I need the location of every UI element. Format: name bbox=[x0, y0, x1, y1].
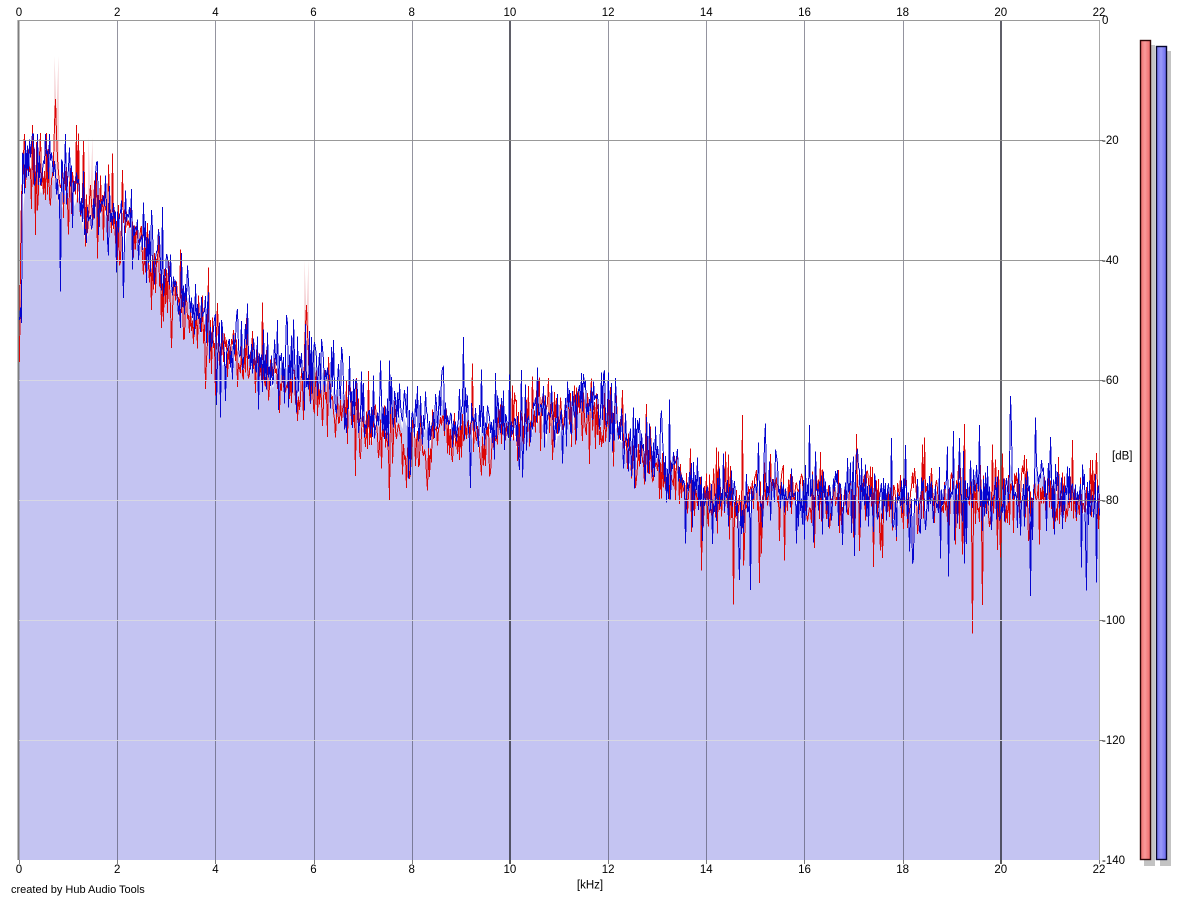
svg-text:4: 4 bbox=[212, 7, 219, 19]
svg-text:8: 8 bbox=[408, 864, 414, 876]
svg-text:-120: -120 bbox=[1102, 735, 1125, 747]
svg-text:-100: -100 bbox=[1102, 615, 1125, 627]
svg-text:18: 18 bbox=[896, 864, 909, 876]
svg-text:12: 12 bbox=[602, 7, 615, 19]
svg-text:2: 2 bbox=[114, 864, 120, 876]
svg-text:[kHz]: [kHz] bbox=[577, 880, 603, 892]
svg-text:12: 12 bbox=[602, 864, 615, 876]
svg-text:0: 0 bbox=[16, 7, 22, 19]
svg-text:10: 10 bbox=[504, 864, 517, 876]
svg-text:4: 4 bbox=[212, 864, 219, 876]
svg-text:10: 10 bbox=[504, 7, 517, 19]
svg-text:[dB]: [dB] bbox=[1112, 451, 1132, 463]
svg-text:2: 2 bbox=[114, 7, 120, 19]
svg-text:18: 18 bbox=[896, 7, 909, 19]
svg-text:8: 8 bbox=[408, 7, 414, 19]
svg-text:created by Hub Audio Tools: created by Hub Audio Tools bbox=[11, 884, 145, 896]
svg-text:0: 0 bbox=[1102, 15, 1108, 27]
svg-text:22: 22 bbox=[1093, 7, 1106, 19]
svg-text:-140: -140 bbox=[1102, 855, 1125, 867]
svg-text:6: 6 bbox=[310, 7, 316, 19]
svg-text:22: 22 bbox=[1093, 864, 1106, 876]
svg-text:14: 14 bbox=[700, 7, 713, 19]
svg-text:20: 20 bbox=[994, 864, 1007, 876]
svg-text:14: 14 bbox=[700, 864, 713, 876]
svg-text:20: 20 bbox=[994, 7, 1007, 19]
svg-text:0: 0 bbox=[16, 864, 22, 876]
svg-text:16: 16 bbox=[798, 864, 811, 876]
svg-text:6: 6 bbox=[310, 864, 316, 876]
svg-text:-20: -20 bbox=[1102, 135, 1119, 147]
svg-text:-60: -60 bbox=[1102, 375, 1119, 387]
svg-text:-80: -80 bbox=[1102, 495, 1119, 507]
svg-text:16: 16 bbox=[798, 7, 811, 19]
svg-text:-40: -40 bbox=[1102, 255, 1119, 267]
